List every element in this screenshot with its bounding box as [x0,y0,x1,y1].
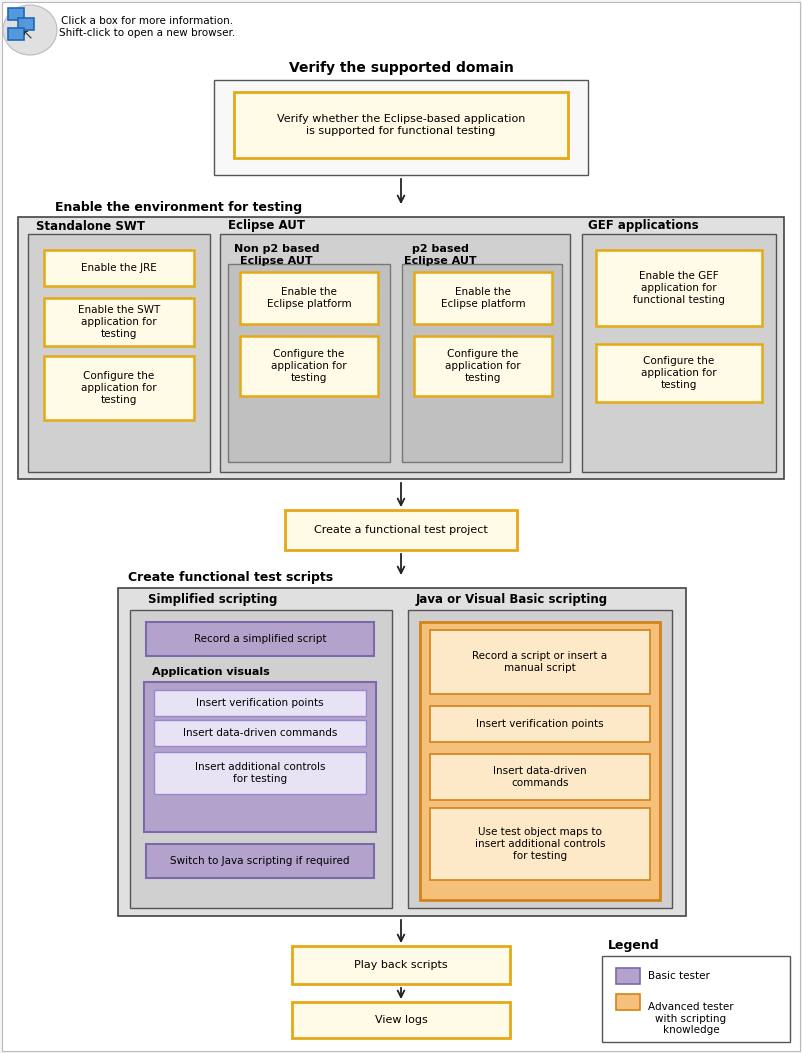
Bar [292,946,510,984]
Bar [402,264,562,462]
Bar [582,234,776,472]
Bar [408,610,672,908]
Text: Record a simplified script: Record a simplified script [194,634,326,644]
Bar [154,752,366,794]
Text: Use test object maps to
insert additional controls
for testing: Use test object maps to insert additiona… [475,828,606,860]
Bar [228,264,390,462]
Bar [430,706,650,742]
Text: Play back scripts: Play back scripts [354,960,448,970]
Bar [285,510,517,550]
Text: Enable the SWT
application for
testing: Enable the SWT application for testing [78,305,160,339]
Text: Insert data-driven commands: Insert data-driven commands [183,728,337,738]
Bar [28,234,210,472]
Bar [602,956,790,1042]
Text: Legend: Legend [608,939,659,953]
Bar [154,720,366,746]
Bar [240,272,378,324]
Text: Record a script or insert a
manual script: Record a script or insert a manual scrip… [472,651,608,673]
Text: Simplified scripting: Simplified scripting [148,594,277,607]
Text: Insert additional controls
for testing: Insert additional controls for testing [195,762,326,783]
Text: Enable the GEF
application for
functional testing: Enable the GEF application for functiona… [633,272,725,304]
Text: Enable the
Eclipse platform: Enable the Eclipse platform [440,287,525,309]
Text: View logs: View logs [375,1015,427,1025]
Text: Non p2 based
Eclipse AUT: Non p2 based Eclipse AUT [234,244,319,265]
Bar [414,272,552,324]
Bar [8,8,24,20]
Text: Configure the
application for
testing: Configure the application for testing [641,356,717,390]
Text: Verify whether the Eclipse-based application
is supported for functional testing: Verify whether the Eclipse-based applica… [277,114,525,136]
Bar [118,588,686,916]
Text: Eclipse AUT: Eclipse AUT [228,219,305,233]
Bar [596,344,762,402]
Ellipse shape [3,5,57,55]
Text: Insert verification points: Insert verification points [476,719,604,729]
Bar [144,682,376,832]
Text: Application visuals: Application visuals [152,667,269,677]
Bar [44,298,194,346]
Text: Insert verification points: Insert verification points [196,698,324,708]
Bar [616,994,640,1010]
Bar [18,18,34,29]
Text: Advanced tester
with scripting
knowledge: Advanced tester with scripting knowledge [648,1002,734,1035]
Text: Standalone SWT: Standalone SWT [36,219,145,233]
Text: Configure the
application for
testing: Configure the application for testing [271,350,346,382]
Bar [130,610,392,908]
Text: Enable the JRE: Enable the JRE [81,263,157,273]
Bar [596,250,762,326]
Text: Create a functional test project: Create a functional test project [314,525,488,535]
Text: Configure the
application for
testing: Configure the application for testing [445,350,520,382]
Text: p2 based
Eclipse AUT: p2 based Eclipse AUT [404,244,476,265]
Text: Basic tester: Basic tester [648,971,710,981]
Text: Enable the environment for testing: Enable the environment for testing [55,200,302,214]
Bar [240,336,378,396]
Bar [146,845,374,878]
Bar [430,754,650,800]
Text: Insert data-driven
commands: Insert data-driven commands [493,767,587,788]
Text: Configure the
application for
testing: Configure the application for testing [81,372,157,404]
Bar [430,630,650,694]
Bar [430,808,650,880]
Text: ↖: ↖ [21,27,33,41]
Text: Create functional test scripts: Create functional test scripts [128,572,333,584]
Bar [44,250,194,286]
Bar [616,968,640,984]
Bar [214,80,588,175]
Bar [146,622,374,656]
Bar [18,217,784,479]
Bar [234,92,568,158]
Text: Click a box for more information.
Shift-click to open a new browser.: Click a box for more information. Shift-… [59,16,235,38]
Bar [292,1002,510,1038]
Text: Enable the
Eclipse platform: Enable the Eclipse platform [267,287,351,309]
Text: Verify the supported domain: Verify the supported domain [289,61,513,75]
Bar [154,690,366,716]
Bar [414,336,552,396]
Bar [420,622,660,900]
Bar [8,28,24,40]
Text: GEF applications: GEF applications [588,219,699,233]
Text: Switch to Java scripting if required: Switch to Java scripting if required [170,856,350,866]
Text: Java or Visual Basic scripting: Java or Visual Basic scripting [416,594,608,607]
Bar [220,234,570,472]
Bar [44,356,194,420]
